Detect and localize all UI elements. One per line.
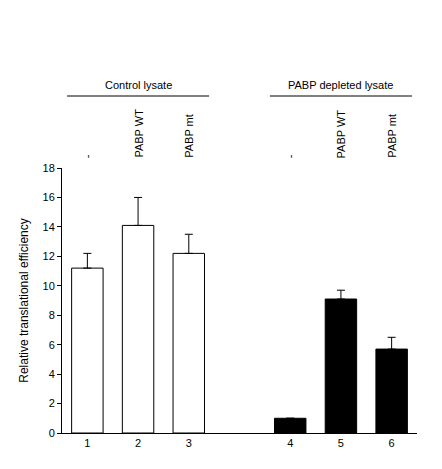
svg-text:PABP depleted lysate: PABP depleted lysate [288,79,393,91]
svg-text:2: 2 [49,397,55,409]
svg-text:PABP WT: PABP WT [335,110,347,159]
svg-text:-: - [284,154,296,158]
svg-text:8: 8 [49,309,55,321]
svg-text:4: 4 [49,368,55,380]
svg-text:6: 6 [49,339,55,351]
svg-text:16: 16 [43,191,55,203]
svg-text:PABP WT: PABP WT [133,109,145,158]
svg-text:Relative translational efficie: Relative translational efficiency [17,218,31,383]
svg-text:PABP mt: PABP mt [386,114,398,158]
svg-text:PABP mt: PABP mt [183,114,195,158]
svg-text:0: 0 [49,427,55,439]
svg-text:12: 12 [43,250,55,262]
svg-text:1: 1 [84,437,90,449]
svg-text:18: 18 [43,162,55,174]
svg-text:4: 4 [287,437,293,449]
svg-text:14: 14 [43,221,55,233]
svg-text:-: - [81,154,93,158]
svg-text:5: 5 [338,437,344,449]
svg-text:6: 6 [389,437,395,449]
svg-text:2: 2 [135,437,141,449]
svg-text:10: 10 [43,280,55,292]
svg-text:3: 3 [186,437,192,449]
svg-text:Control lysate: Control lysate [105,79,172,91]
